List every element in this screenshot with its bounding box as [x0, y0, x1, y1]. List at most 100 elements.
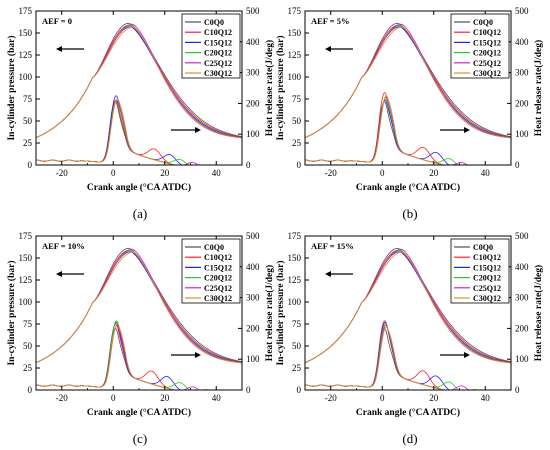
hrr-line-c30q12 — [36, 98, 242, 165]
arrow-left-icon — [56, 46, 84, 52]
panel-title: AEF = 15% — [311, 241, 354, 251]
y-left-tick-label: 50 — [292, 116, 302, 126]
hrr-line-c25q12 — [36, 324, 242, 390]
arrow-left-icon — [325, 46, 353, 52]
arrow-head — [195, 127, 201, 133]
y-left-tick-label: 0 — [297, 385, 302, 395]
legend-label-c10q12: C10Q12 — [204, 28, 232, 37]
y-right-tick-label: 500 — [515, 6, 529, 16]
y-left-tick-label: 150 — [288, 28, 302, 38]
arrow-left-icon — [325, 271, 353, 277]
y-left-tick-label: 175 — [19, 6, 33, 16]
pressure-line-c30q12 — [36, 251, 242, 364]
panel-title: AEF = 5% — [311, 16, 350, 26]
y-left-tick-label: 100 — [19, 72, 33, 82]
y-left-tick-label: 100 — [19, 297, 33, 307]
arrow-head — [464, 352, 470, 358]
y-right-tick-label: 0 — [246, 160, 251, 170]
y-left-axis-title: In-cylinder pressure (bar) — [6, 260, 17, 365]
curves — [305, 22, 511, 165]
hrr-line-c30q12 — [36, 323, 242, 390]
y-left-tick-label: 0 — [297, 160, 302, 170]
curves — [36, 247, 242, 390]
y-left-tick-label: 75 — [292, 94, 302, 104]
legend-label-c30q12: C30Q12 — [204, 69, 232, 78]
y-right-tick-label: 300 — [515, 68, 529, 78]
y-right-axis-title: Heat release rate(J/deg) — [533, 265, 544, 361]
x-tick-label: 40 — [481, 168, 491, 178]
y-right-axis-title: Heat release rate(J/deg) — [264, 265, 275, 361]
panel-caption: (b) — [402, 206, 417, 221]
curves — [36, 22, 242, 165]
y-left-tick-label: 175 — [288, 231, 302, 241]
y-left-tick-label: 150 — [19, 253, 33, 263]
x-tick-label: 20 — [160, 168, 170, 178]
legend-label-c20q12: C20Q12 — [204, 49, 232, 58]
y-left-tick-label: 175 — [19, 231, 33, 241]
arrow-head — [464, 127, 470, 133]
arrow-right-icon — [440, 127, 470, 133]
y-right-tick-label: 100 — [515, 129, 529, 139]
x-tick-label: 0 — [111, 168, 116, 178]
y-left-tick-label: 75 — [292, 319, 302, 329]
legend-label-c30q12: C30Q12 — [473, 69, 501, 78]
y-right-tick-label: 200 — [246, 98, 260, 108]
hrr-line-c0q0 — [36, 101, 242, 165]
legend-box — [450, 13, 510, 79]
y-left-axis-title: In-cylinder pressure (bar) — [6, 35, 17, 140]
y-left-tick-label: 0 — [28, 385, 33, 395]
x-tick-label: 20 — [160, 393, 170, 403]
legend-label-c25q12: C25Q12 — [204, 59, 232, 68]
arrow-head — [325, 46, 331, 52]
x-tick-label: 0 — [380, 393, 385, 403]
hrr-line-c30q12 — [305, 95, 511, 165]
legend-box — [181, 13, 241, 79]
y-left-tick-label: 75 — [23, 94, 33, 104]
y-right-tick-label: 100 — [246, 129, 260, 139]
y-left-tick-label: 25 — [23, 363, 33, 373]
x-tick-label: -20 — [56, 393, 68, 403]
x-tick-label: 0 — [380, 168, 385, 178]
y-left-tick-label: 175 — [288, 6, 302, 16]
x-axis-title: Crank angle (°CA ATDC) — [87, 407, 191, 418]
y-left-tick-label: 0 — [28, 160, 33, 170]
y-left-tick-label: 150 — [19, 28, 33, 38]
chart-panel-4: -20 0 20 4002550751001251501750100200300400… — [275, 231, 544, 446]
hrr-line-c25q12 — [36, 99, 242, 165]
legend-box — [450, 238, 510, 304]
pressure-line-c30q12 — [305, 251, 511, 364]
y-right-tick-label: 100 — [246, 354, 260, 364]
x-axis-title: Crank angle (°CA ATDC) — [87, 182, 191, 193]
y-right-tick-label: 400 — [246, 262, 260, 272]
arrow-head — [195, 352, 201, 358]
curves — [305, 247, 511, 390]
y-left-tick-label: 125 — [288, 275, 302, 285]
chart-panel-2: -20 0 20 4002550751001251501750100200300400… — [275, 6, 544, 221]
chart-panel-1: -20 0 20 4002550751001251501750100200300400… — [6, 6, 275, 221]
x-tick-label: 40 — [481, 393, 491, 403]
y-right-tick-label: 100 — [515, 354, 529, 364]
y-right-tick-label: 0 — [246, 385, 251, 395]
y-left-tick-label: 150 — [288, 253, 302, 263]
y-right-tick-label: 200 — [246, 323, 260, 333]
x-tick-label: -20 — [56, 168, 68, 178]
arrow-left-icon — [56, 271, 84, 277]
panel-title: AEF = 10% — [42, 241, 85, 251]
x-tick-label: 40 — [212, 393, 222, 403]
x-tick-label: 40 — [212, 168, 222, 178]
legend-label-c25q12: C25Q12 — [204, 284, 232, 293]
legend-label-c15q12: C15Q12 — [204, 263, 232, 272]
x-tick-label: 20 — [429, 393, 439, 403]
legend-label-c0q0: C0Q0 — [204, 18, 224, 27]
arrow-right-icon — [171, 352, 201, 358]
legend-label-c10q12: C10Q12 — [204, 253, 232, 262]
y-left-tick-label: 50 — [23, 116, 33, 126]
arrow-right-icon — [171, 127, 201, 133]
y-right-tick-label: 0 — [515, 385, 520, 395]
legend-label-c0q0: C0Q0 — [204, 243, 224, 252]
legend-label-c20q12: C20Q12 — [473, 49, 501, 58]
